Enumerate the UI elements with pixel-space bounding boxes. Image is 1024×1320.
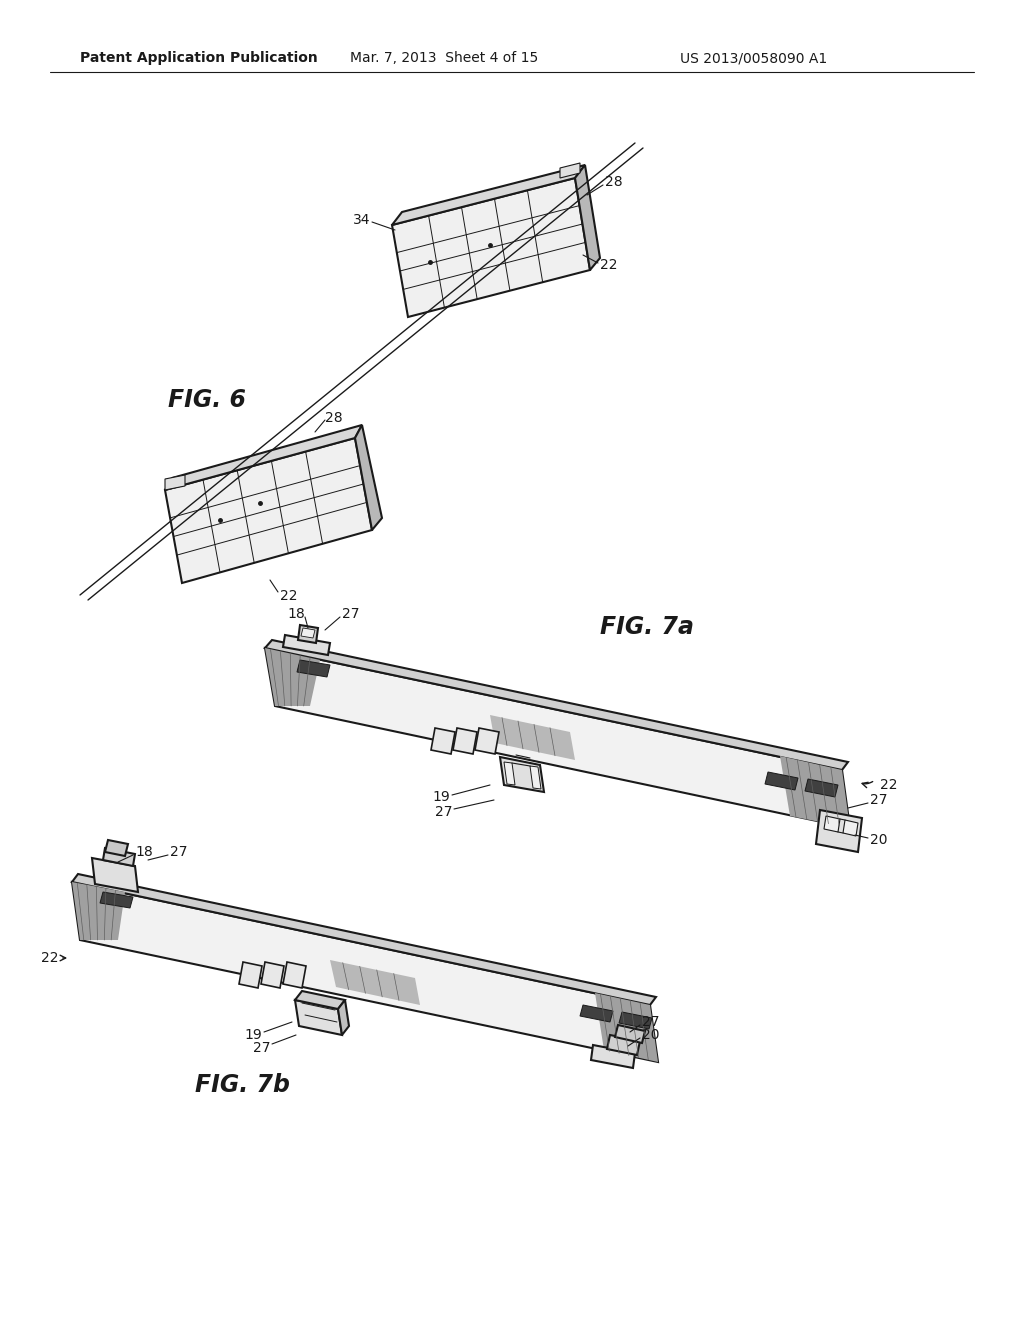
Text: FIG. 7a: FIG. 7a bbox=[600, 615, 694, 639]
Polygon shape bbox=[283, 962, 306, 987]
Text: FIG. 6: FIG. 6 bbox=[168, 388, 246, 412]
Polygon shape bbox=[530, 766, 541, 789]
Text: 20: 20 bbox=[870, 833, 888, 847]
Polygon shape bbox=[301, 628, 315, 638]
Polygon shape bbox=[580, 1005, 613, 1022]
Polygon shape bbox=[72, 874, 656, 1005]
Polygon shape bbox=[575, 165, 600, 271]
Polygon shape bbox=[500, 756, 544, 792]
Text: 27: 27 bbox=[642, 1015, 659, 1030]
Polygon shape bbox=[265, 640, 848, 770]
Polygon shape bbox=[100, 892, 133, 908]
Text: 22: 22 bbox=[880, 777, 897, 792]
Polygon shape bbox=[297, 660, 330, 677]
Polygon shape bbox=[560, 162, 580, 178]
Polygon shape bbox=[103, 847, 135, 866]
Polygon shape bbox=[265, 648, 319, 706]
Polygon shape bbox=[595, 993, 658, 1063]
Text: FIG. 7b: FIG. 7b bbox=[195, 1073, 290, 1097]
Polygon shape bbox=[105, 840, 128, 855]
Polygon shape bbox=[72, 882, 658, 1063]
Polygon shape bbox=[824, 816, 840, 832]
Text: 34: 34 bbox=[352, 213, 370, 227]
Polygon shape bbox=[453, 729, 477, 754]
Polygon shape bbox=[261, 962, 284, 987]
Polygon shape bbox=[805, 779, 838, 797]
Polygon shape bbox=[338, 1001, 349, 1035]
Polygon shape bbox=[295, 1001, 342, 1035]
Polygon shape bbox=[615, 1026, 645, 1043]
Polygon shape bbox=[765, 772, 798, 789]
Polygon shape bbox=[355, 425, 382, 531]
Polygon shape bbox=[504, 762, 515, 785]
Text: 27: 27 bbox=[170, 845, 187, 859]
Polygon shape bbox=[591, 1045, 635, 1068]
Polygon shape bbox=[265, 648, 850, 828]
Text: 22: 22 bbox=[600, 257, 617, 272]
Polygon shape bbox=[843, 820, 858, 836]
Text: 22: 22 bbox=[280, 589, 298, 603]
Text: 27: 27 bbox=[870, 793, 888, 807]
Polygon shape bbox=[780, 756, 850, 828]
Text: 28: 28 bbox=[605, 176, 623, 189]
Polygon shape bbox=[392, 165, 585, 224]
Polygon shape bbox=[431, 729, 455, 754]
Polygon shape bbox=[165, 425, 362, 490]
Polygon shape bbox=[298, 624, 318, 643]
Polygon shape bbox=[618, 1012, 652, 1030]
Text: 19: 19 bbox=[245, 1028, 262, 1041]
Polygon shape bbox=[92, 858, 138, 892]
Text: Mar. 7, 2013  Sheet 4 of 15: Mar. 7, 2013 Sheet 4 of 15 bbox=[350, 51, 539, 65]
Text: 28: 28 bbox=[325, 411, 343, 425]
Polygon shape bbox=[72, 882, 125, 940]
Polygon shape bbox=[392, 178, 590, 317]
Polygon shape bbox=[165, 475, 185, 490]
Text: 27: 27 bbox=[342, 607, 359, 620]
Text: 18: 18 bbox=[288, 607, 305, 620]
Polygon shape bbox=[490, 715, 575, 760]
Polygon shape bbox=[330, 960, 420, 1005]
Text: US 2013/0058090 A1: US 2013/0058090 A1 bbox=[680, 51, 827, 65]
Polygon shape bbox=[295, 991, 345, 1008]
Polygon shape bbox=[165, 438, 372, 583]
Text: Patent Application Publication: Patent Application Publication bbox=[80, 51, 317, 65]
Polygon shape bbox=[239, 962, 262, 987]
Polygon shape bbox=[475, 729, 499, 754]
Text: 20: 20 bbox=[642, 1028, 659, 1041]
Text: 19: 19 bbox=[432, 789, 450, 804]
Polygon shape bbox=[607, 1035, 640, 1055]
Text: 22: 22 bbox=[41, 950, 58, 965]
Text: 18: 18 bbox=[135, 845, 153, 859]
Text: 27: 27 bbox=[434, 805, 452, 818]
Polygon shape bbox=[816, 810, 862, 851]
Text: 27: 27 bbox=[253, 1041, 270, 1055]
Polygon shape bbox=[283, 635, 330, 655]
